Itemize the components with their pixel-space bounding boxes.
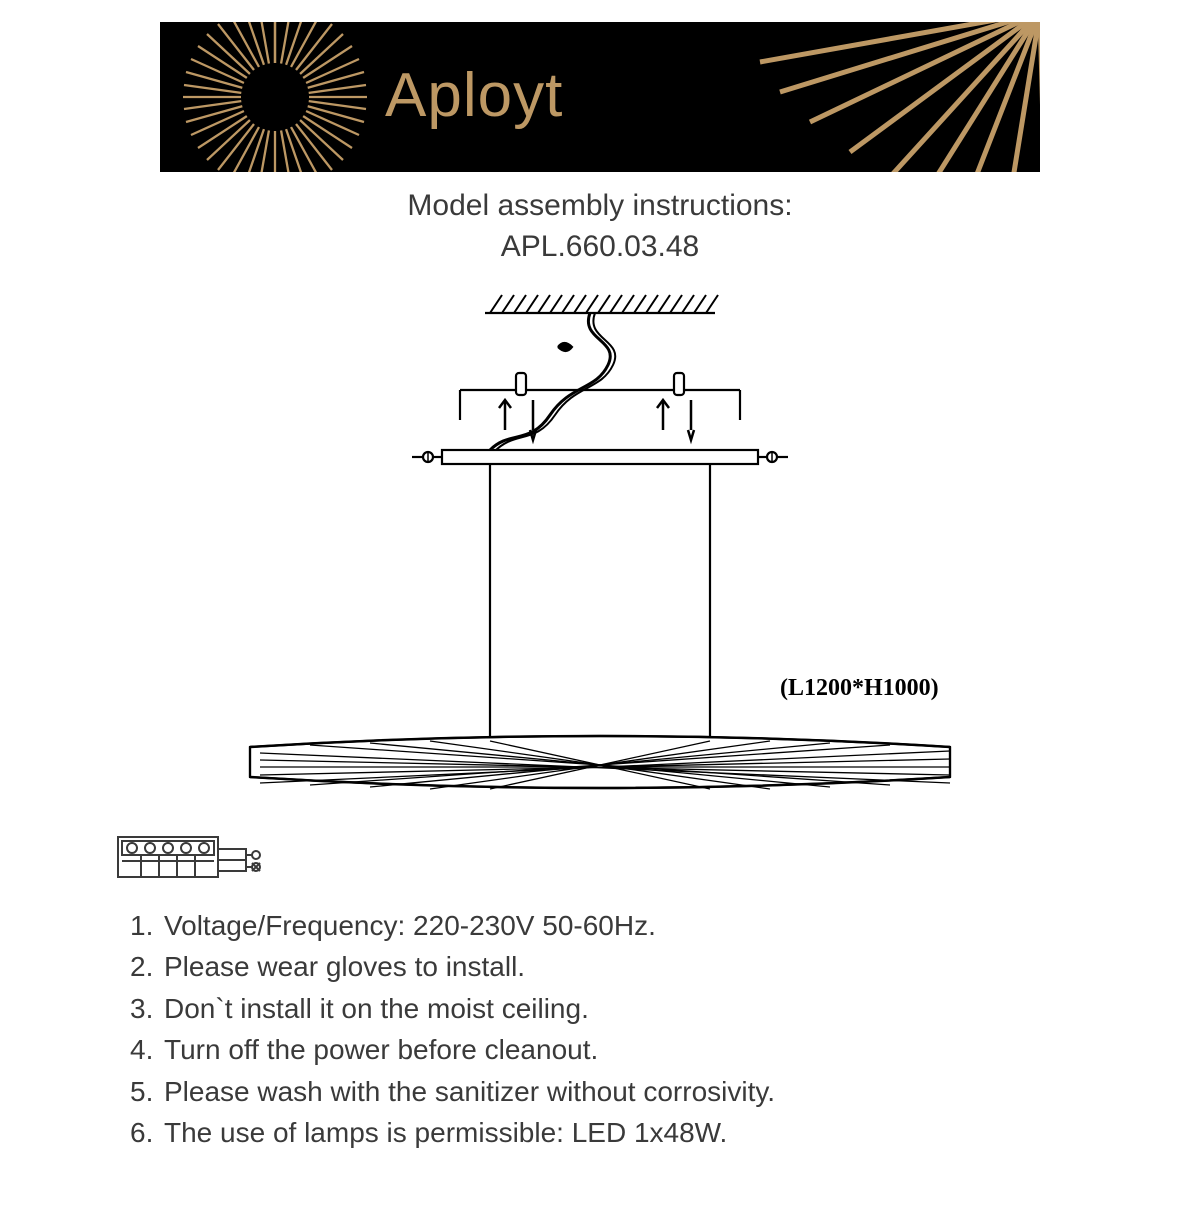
instruction-text: Turn off the power before cleanout. <box>164 1034 598 1065</box>
brand-banner-svg <box>160 22 1040 172</box>
title-line1: Model assembly instructions: <box>0 186 1200 227</box>
instruction-text: Please wash with the sanitizer without c… <box>164 1076 775 1107</box>
instruction-item: 3.Don`t install it on the moist ceiling. <box>130 988 1200 1029</box>
brand-banner: Aployt <box>160 22 1040 172</box>
dimension-label: (L1200*H1000) <box>780 675 939 702</box>
assembly-diagram-svg <box>190 285 1010 815</box>
instruction-text: Please wear gloves to install. <box>164 951 525 982</box>
brand-name: Aployt <box>385 60 563 131</box>
instruction-item: 5.Please wash with the sanitizer without… <box>130 1071 1200 1112</box>
instruction-item: 2.Please wear gloves to install. <box>130 946 1200 987</box>
instruction-item: 4.Turn off the power before cleanout. <box>130 1029 1200 1070</box>
instructions-list: 1.Voltage/Frequency: 220-230V 50-60Hz. 2… <box>130 905 1200 1154</box>
assembly-diagram: (L1200*H1000) <box>190 285 1010 815</box>
instruction-text: The use of lamps is permissible: LED 1x4… <box>164 1117 727 1148</box>
instruction-text: Don`t install it on the moist ceiling. <box>164 993 589 1024</box>
instruction-item: 1.Voltage/Frequency: 220-230V 50-60Hz. <box>130 905 1200 946</box>
terminal-block-icon <box>116 831 1200 891</box>
page-title: Model assembly instructions: APL.660.03.… <box>0 186 1200 267</box>
instruction-item: 6.The use of lamps is permissible: LED 1… <box>130 1112 1200 1153</box>
instruction-text: Voltage/Frequency: 220-230V 50-60Hz. <box>164 910 656 941</box>
title-line2: APL.660.03.48 <box>0 227 1200 268</box>
